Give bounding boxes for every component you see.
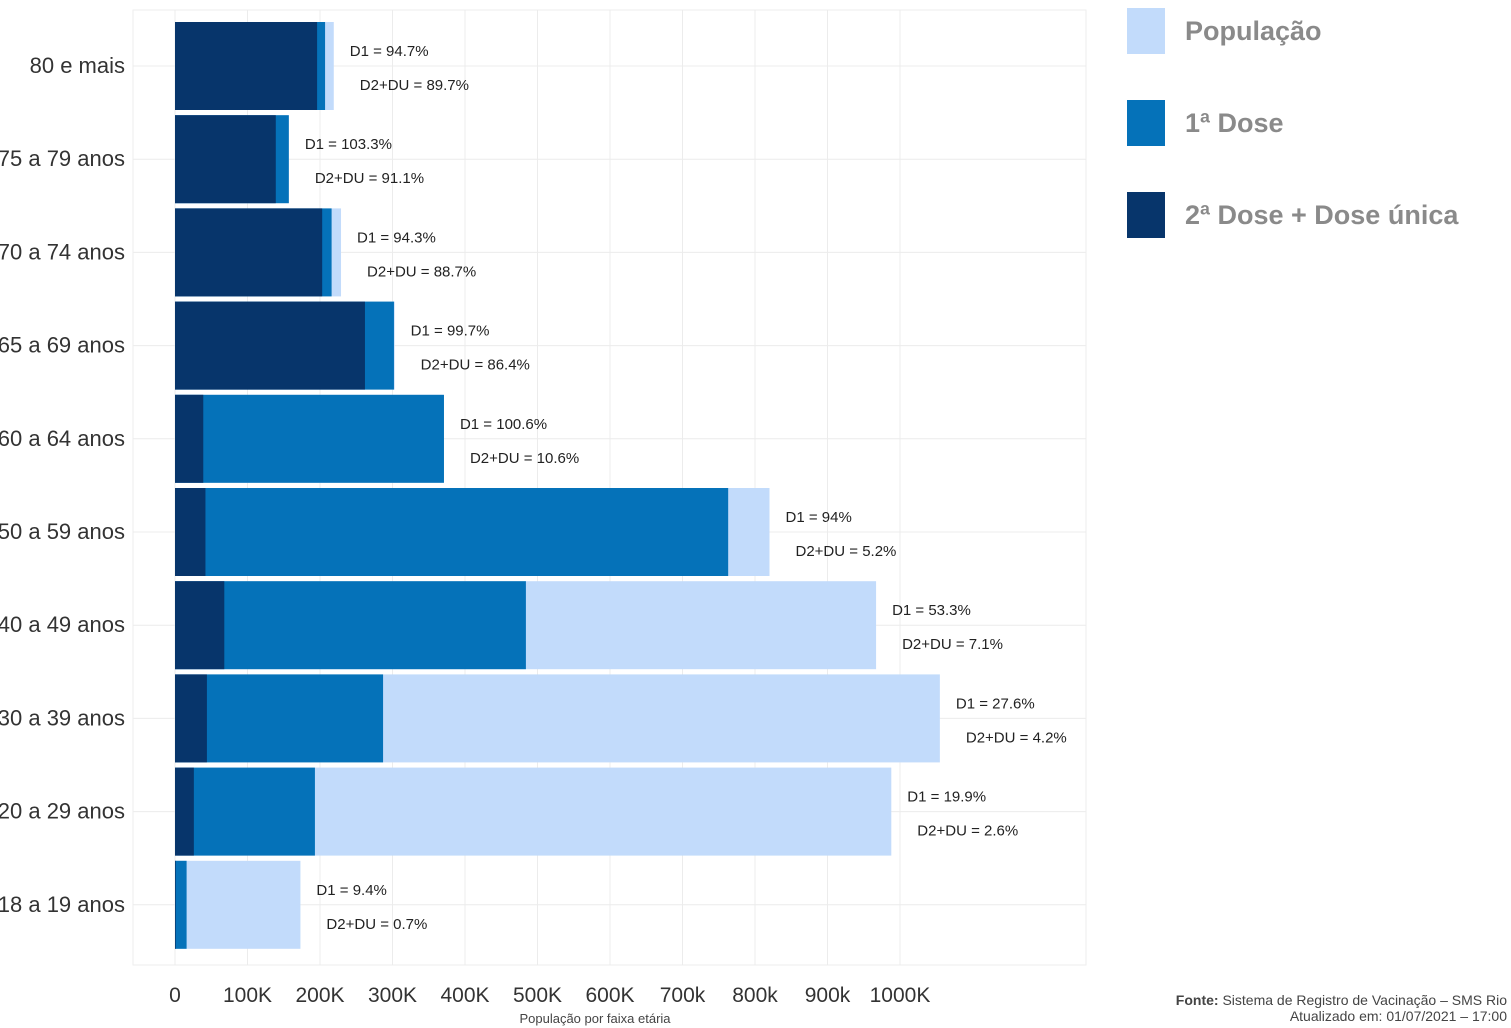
annotation-d1-60-a-64-anos: D1 = 100.6%: [460, 416, 547, 433]
bar-1-dose-40-a-49-anos: [175, 581, 526, 670]
annotation-d2du-65-a-69-anos: D2+DU = 86.4%: [421, 357, 530, 374]
annotation-d2du-80-e-mais: D2+DU = 89.7%: [360, 77, 469, 94]
annotation-d2du-30-a-39-anos: D2+DU = 4.2%: [966, 729, 1067, 746]
bar-1-dose-30-a-39-anos: [175, 674, 384, 763]
x-tick-label-8: 800k: [732, 984, 778, 1007]
bar-2-dose-dose-unica-18-a-19-anos: [175, 860, 176, 949]
annotation-d2du-70-a-74-anos: D2+DU = 88.7%: [367, 263, 476, 280]
category-labels: 80 e mais 75 a 79 anos 70 a 74 anos 65 a 69…: [0, 53, 125, 917]
bar-1-dose-50-a-59-anos: [175, 488, 729, 576]
annotation-d2du-20-a-29-anos: D2+DU = 2.6%: [917, 823, 1018, 840]
source-text: Sistema de Registro de Vacinação – SMS R…: [1218, 992, 1507, 1008]
source-line: Fonte: Sistema de Registro de Vacinação …: [1176, 992, 1507, 1008]
bars-group: [175, 22, 940, 949]
annotation-d2du-60-a-64-anos: D2+DU = 10.6%: [470, 450, 579, 467]
source-note: Fonte: Sistema de Registro de Vacinação …: [1176, 992, 1507, 1024]
x-tick-label-4: 400K: [440, 984, 489, 1007]
bar-1-dose-20-a-29-anos: [175, 767, 315, 856]
annotation-d2du-18-a-19-anos: D2+DU = 0.7%: [326, 916, 427, 933]
x-tick-label-1: 100K: [223, 984, 272, 1007]
x-tick-label-5: 500K: [513, 984, 562, 1007]
bar-2-dose-dose-unica-80-e-mais: [175, 22, 318, 110]
bar-annotations: D1 = 94.7% D2+DU = 89.7% D1 = 103.3% D2+DU …: [305, 43, 1067, 933]
annotation-d1-65-a-69-anos: D1 = 99.7%: [411, 323, 490, 340]
category-label-70-a-74-anos: 70 a 74 anos: [0, 239, 125, 264]
bar-2-dose-dose-unica-60-a-64-anos: [175, 394, 204, 483]
x-tick-label-2: 200K: [295, 984, 344, 1007]
x-tick-labels: 0 100K 200K 300K 400K 500K 600K 700k 800k 900k 100…: [169, 984, 930, 1007]
category-label-20-a-29-anos: 20 a 29 anos: [0, 799, 125, 824]
bar-populacao-18-a-19-anos: [175, 860, 301, 949]
bar-2-dose-dose-unica-65-a-69-anos: [175, 301, 365, 390]
legend-label-second-dose: 2ª Dose + Dose única: [1185, 200, 1459, 230]
annotation-d1-30-a-39-anos: D1 = 27.6%: [956, 695, 1035, 712]
category-label-60-a-64-anos: 60 a 64 anos: [0, 426, 125, 451]
legend-label-populacao: População: [1185, 16, 1322, 46]
annotation-d1-80-e-mais: D1 = 94.7%: [350, 43, 429, 60]
bar-2-dose-dose-unica-30-a-39-anos: [175, 674, 207, 763]
x-tick-label-7: 700k: [660, 984, 706, 1007]
legend-label-first-dose: 1ª Dose: [1185, 108, 1284, 138]
bar-2-dose-dose-unica-75-a-79-anos: [175, 115, 276, 204]
category-label-80-e-mais: 80 e mais: [30, 53, 125, 78]
annotation-d1-40-a-49-anos: D1 = 53.3%: [892, 602, 971, 619]
category-label-50-a-59-anos: 50 a 59 anos: [0, 519, 125, 544]
category-label-30-a-39-anos: 30 a 39 anos: [0, 705, 125, 730]
annotation-d2du-40-a-49-anos: D2+DU = 7.1%: [902, 636, 1003, 653]
legend-swatch-first-dose: [1127, 100, 1165, 146]
updated-line: Atualizado em: 01/07/2021 – 17:00: [1289, 1008, 1507, 1024]
bar-2-dose-dose-unica-70-a-74-anos: [175, 208, 323, 297]
category-label-75-a-79-anos: 75 a 79 anos: [0, 146, 125, 171]
x-tick-label-9: 900k: [805, 984, 851, 1007]
bar-2-dose-dose-unica-20-a-29-anos: [175, 767, 194, 856]
bar-2-dose-dose-unica-40-a-49-anos: [175, 581, 225, 670]
legend-swatch-populacao: [1127, 8, 1165, 54]
annotation-d1-70-a-74-anos: D1 = 94.3%: [357, 229, 436, 246]
annotation-d1-75-a-79-anos: D1 = 103.3%: [305, 136, 392, 153]
annotation-d2du-75-a-79-anos: D2+DU = 91.1%: [315, 170, 424, 187]
x-tick-label-3: 300K: [368, 984, 417, 1007]
category-label-40-a-49-anos: 40 a 49 anos: [0, 612, 125, 637]
x-tick-label-6: 600K: [585, 984, 634, 1007]
source-prefix: Fonte:: [1175, 992, 1219, 1008]
bar-2-dose-dose-unica-50-a-59-anos: [175, 488, 206, 576]
annotation-d1-18-a-19-anos: D1 = 9.4%: [316, 882, 386, 899]
annotation-d1-20-a-29-anos: D1 = 19.9%: [907, 789, 986, 806]
bar-1-dose-60-a-64-anos: [175, 394, 444, 483]
vaccination-bar-chart: 80 e mais 75 a 79 anos 70 a 74 anos 65 a 69…: [0, 9, 1087, 1026]
category-label-65-a-69-anos: 65 a 69 anos: [0, 333, 125, 358]
x-tick-label-0: 0: [169, 984, 181, 1007]
bar-1-dose-18-a-19-anos: [175, 860, 187, 949]
category-label-18-a-19-anos: 18 a 19 anos: [0, 892, 125, 917]
x-axis-label: População por faixa etária: [519, 1011, 671, 1026]
legend-swatch-second-dose: [1127, 192, 1165, 238]
annotation-d2du-50-a-59-anos: D2+DU = 5.2%: [796, 543, 897, 560]
x-tick-label-10: 1000K: [870, 984, 931, 1007]
annotation-d1-50-a-59-anos: D1 = 94%: [786, 509, 852, 526]
